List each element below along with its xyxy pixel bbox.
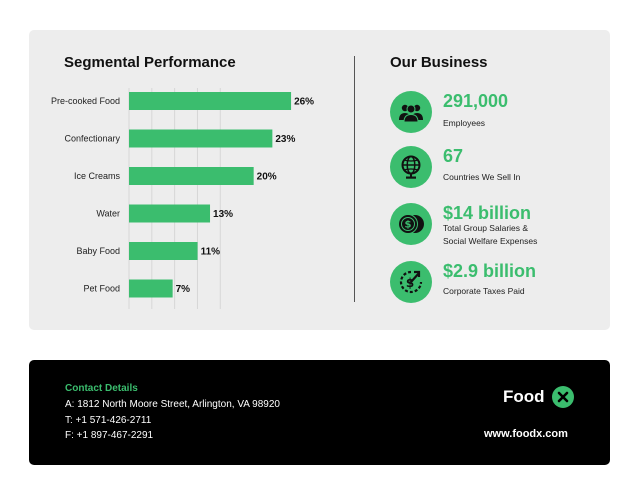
contact-footer: Contact Details A: 1812 North Moore Stre… bbox=[29, 360, 610, 465]
value-label: 26% bbox=[294, 97, 314, 108]
value-label: 20% bbox=[257, 172, 277, 183]
svg-text:$: $ bbox=[406, 276, 414, 290]
bar bbox=[129, 204, 211, 223]
stat-employees: 291,000 Employees bbox=[390, 91, 600, 141]
stat-salaries: $ $14 billion Total Group Salaries & Soc… bbox=[390, 203, 600, 253]
close-x-icon bbox=[551, 386, 574, 408]
category-label: Water bbox=[96, 209, 120, 219]
globe-icon bbox=[390, 146, 432, 188]
business-title: Our Business bbox=[390, 54, 488, 71]
svg-text:$: $ bbox=[405, 220, 412, 231]
coins-icon: $ bbox=[390, 203, 432, 245]
category-label: Baby Food bbox=[76, 246, 120, 256]
fax-line: F: +1 897-467-2291 bbox=[65, 430, 154, 441]
stat-desc: Countries We Sell In bbox=[443, 172, 521, 182]
stat-desc: Corporate Taxes Paid bbox=[443, 286, 525, 296]
stat-desc: Employees bbox=[443, 118, 486, 128]
address-line: A: 1812 North Moore Street, Arlington, V… bbox=[65, 399, 280, 410]
segment-panel bbox=[29, 30, 610, 330]
stat-desc: Social Welfare Expenses bbox=[443, 236, 538, 246]
bar bbox=[129, 129, 273, 148]
brand-name: Food bbox=[503, 387, 545, 406]
stat-value: $2.9 billion bbox=[443, 261, 537, 281]
bar bbox=[129, 242, 198, 260]
bar bbox=[129, 167, 254, 185]
brand-logo: Food bbox=[503, 386, 574, 408]
stat-value: 291,000 bbox=[443, 91, 509, 111]
segmental-title: Segmental Performance bbox=[64, 54, 236, 71]
category-label: Pet Food bbox=[83, 284, 120, 294]
panel-divider bbox=[354, 56, 355, 302]
stat-value: 67 bbox=[443, 146, 464, 166]
category-label: Ice Creams bbox=[74, 171, 121, 181]
value-label: 11% bbox=[201, 247, 221, 258]
value-label: 13% bbox=[213, 209, 233, 220]
category-label: Confectionary bbox=[64, 134, 120, 144]
stat-desc: Total Group Salaries & bbox=[443, 223, 529, 233]
phone-line: T: +1 571-426-2711 bbox=[65, 415, 152, 426]
value-label: 7% bbox=[176, 284, 191, 295]
stat-countries: 67 Countries We Sell In bbox=[390, 146, 600, 196]
bar bbox=[129, 279, 173, 298]
bar bbox=[129, 92, 292, 110]
contact-title: Contact Details bbox=[65, 383, 138, 394]
stat-taxes: $ $2.9 billion Corporate Taxes Paid bbox=[390, 261, 600, 311]
value-label: 23% bbox=[275, 134, 295, 145]
website-link[interactable]: www.foodx.com bbox=[484, 428, 568, 440]
stat-value: $14 billion bbox=[443, 203, 532, 223]
category-label: Pre-cooked Food bbox=[51, 96, 120, 106]
dollar-cycle-icon: $ bbox=[390, 261, 432, 303]
people-icon bbox=[390, 91, 432, 133]
